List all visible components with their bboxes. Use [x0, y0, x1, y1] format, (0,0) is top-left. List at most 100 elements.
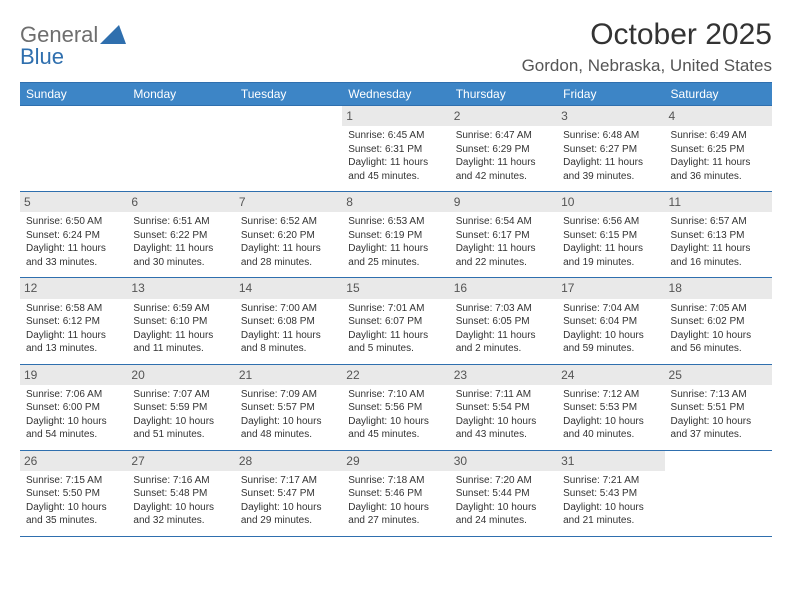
sunset-line: Sunset: 5:48 PM [133, 487, 228, 501]
header: General Blue October 2025 Gordon, Nebras… [20, 18, 772, 76]
calendar-day-cell [20, 106, 127, 192]
day-number: 6 [127, 192, 234, 212]
calendar-day-cell: 23Sunrise: 7:11 AMSunset: 5:54 PMDayligh… [450, 364, 557, 450]
daylight-line: and 36 minutes. [671, 170, 766, 184]
sunset-line: Sunset: 6:24 PM [26, 229, 121, 243]
daylight-line: and 21 minutes. [563, 514, 658, 528]
calendar-day-cell: 17Sunrise: 7:04 AMSunset: 6:04 PMDayligh… [557, 278, 664, 364]
sunrise-line: Sunrise: 7:17 AM [241, 474, 336, 488]
daylight-line: Daylight: 11 hours [456, 329, 551, 343]
daylight-line: and 25 minutes. [348, 256, 443, 270]
sunset-line: Sunset: 6:10 PM [133, 315, 228, 329]
calendar-day-cell: 12Sunrise: 6:58 AMSunset: 6:12 PMDayligh… [20, 278, 127, 364]
sunrise-line: Sunrise: 6:45 AM [348, 129, 443, 143]
calendar-day-cell: 18Sunrise: 7:05 AMSunset: 6:02 PMDayligh… [665, 278, 772, 364]
sunrise-line: Sunrise: 6:47 AM [456, 129, 551, 143]
daylight-line: Daylight: 11 hours [26, 329, 121, 343]
daylight-line: Daylight: 11 hours [26, 242, 121, 256]
sunrise-line: Sunrise: 7:00 AM [241, 302, 336, 316]
calendar-day-cell [235, 106, 342, 192]
daylight-line: Daylight: 11 hours [348, 156, 443, 170]
day-number: 21 [235, 365, 342, 385]
day-number: 5 [20, 192, 127, 212]
sunrise-line: Sunrise: 7:16 AM [133, 474, 228, 488]
sunrise-line: Sunrise: 6:52 AM [241, 215, 336, 229]
day-number: 15 [342, 278, 449, 298]
day-number: 28 [235, 451, 342, 471]
daylight-line: Daylight: 10 hours [133, 415, 228, 429]
calendar-day-cell: 11Sunrise: 6:57 AMSunset: 6:13 PMDayligh… [665, 192, 772, 278]
sunrise-line: Sunrise: 6:59 AM [133, 302, 228, 316]
day-number: 10 [557, 192, 664, 212]
day-number: 18 [665, 278, 772, 298]
daylight-line: Daylight: 10 hours [563, 415, 658, 429]
sunset-line: Sunset: 5:56 PM [348, 401, 443, 415]
sunset-line: Sunset: 6:27 PM [563, 143, 658, 157]
daylight-line: Daylight: 10 hours [456, 415, 551, 429]
sunrise-line: Sunrise: 7:05 AM [671, 302, 766, 316]
daylight-line: Daylight: 11 hours [456, 156, 551, 170]
sunrise-line: Sunrise: 6:54 AM [456, 215, 551, 229]
daylight-line: and 39 minutes. [563, 170, 658, 184]
calendar-day-cell: 30Sunrise: 7:20 AMSunset: 5:44 PMDayligh… [450, 450, 557, 536]
sunset-line: Sunset: 5:57 PM [241, 401, 336, 415]
calendar-week-row: 19Sunrise: 7:06 AMSunset: 6:00 PMDayligh… [20, 364, 772, 450]
daylight-line: Daylight: 10 hours [563, 329, 658, 343]
sunset-line: Sunset: 6:08 PM [241, 315, 336, 329]
sunrise-line: Sunrise: 7:21 AM [563, 474, 658, 488]
calendar-day-cell: 14Sunrise: 7:00 AMSunset: 6:08 PMDayligh… [235, 278, 342, 364]
sunset-line: Sunset: 5:50 PM [26, 487, 121, 501]
sunset-line: Sunset: 5:53 PM [563, 401, 658, 415]
weekday-thursday: Thursday [450, 83, 557, 106]
weekday-saturday: Saturday [665, 83, 772, 106]
daylight-line: and 37 minutes. [671, 428, 766, 442]
daylight-line: and 56 minutes. [671, 342, 766, 356]
page: General Blue October 2025 Gordon, Nebras… [0, 0, 792, 537]
sunset-line: Sunset: 6:17 PM [456, 229, 551, 243]
sunrise-line: Sunrise: 6:51 AM [133, 215, 228, 229]
daylight-line: and 16 minutes. [671, 256, 766, 270]
weekday-tuesday: Tuesday [235, 83, 342, 106]
location: Gordon, Nebraska, United States [522, 56, 772, 76]
calendar-day-cell: 27 Sunrise: 7:16 AMSunset: 5:48 PMDayligh… [127, 450, 234, 536]
calendar-day-cell: 4Sunrise: 6:49 AMSunset: 6:25 PMDaylight… [665, 106, 772, 192]
daylight-line: and 40 minutes. [563, 428, 658, 442]
sunrise-line: Sunrise: 7:09 AM [241, 388, 336, 402]
day-number: 17 [557, 278, 664, 298]
sunset-line: Sunset: 5:51 PM [671, 401, 766, 415]
daylight-line: Daylight: 10 hours [133, 501, 228, 515]
day-number: 1 [342, 106, 449, 126]
sunset-line: Sunset: 5:44 PM [456, 487, 551, 501]
daylight-line: and 48 minutes. [241, 428, 336, 442]
day-number: 9 [450, 192, 557, 212]
sunrise-line: Sunrise: 6:53 AM [348, 215, 443, 229]
calendar-day-cell: 6Sunrise: 6:51 AMSunset: 6:22 PMDaylight… [127, 192, 234, 278]
day-number: 19 [20, 365, 127, 385]
daylight-line: and 27 minutes. [348, 514, 443, 528]
sunrise-line: Sunrise: 6:49 AM [671, 129, 766, 143]
day-number: 25 [665, 365, 772, 385]
logo-text-block: General Blue [20, 22, 98, 70]
daylight-line: and 45 minutes. [348, 428, 443, 442]
calendar-week-row: 26Sunrise: 7:15 AMSunset: 5:50 PMDayligh… [20, 450, 772, 536]
daylight-line: Daylight: 10 hours [671, 329, 766, 343]
sunset-line: Sunset: 6:19 PM [348, 229, 443, 243]
day-number: 31 [557, 451, 664, 471]
day-number: 23 [450, 365, 557, 385]
daylight-line: and 54 minutes. [26, 428, 121, 442]
sunrise-line: Sunrise: 7:01 AM [348, 302, 443, 316]
daylight-line: Daylight: 11 hours [456, 242, 551, 256]
day-number: 24 [557, 365, 664, 385]
daylight-line: Daylight: 10 hours [241, 501, 336, 515]
daylight-line: Daylight: 11 hours [563, 242, 658, 256]
daylight-line: and 22 minutes. [456, 256, 551, 270]
logo-triangle-icon [100, 22, 126, 49]
day-number: 4 [665, 106, 772, 126]
daylight-line: and 42 minutes. [456, 170, 551, 184]
daylight-line: Daylight: 11 hours [133, 329, 228, 343]
calendar-day-cell: 10Sunrise: 6:56 AMSunset: 6:15 PMDayligh… [557, 192, 664, 278]
calendar-day-cell [665, 450, 772, 536]
day-number: 27 [127, 451, 234, 471]
daylight-line: and 8 minutes. [241, 342, 336, 356]
daylight-line: Daylight: 10 hours [241, 415, 336, 429]
